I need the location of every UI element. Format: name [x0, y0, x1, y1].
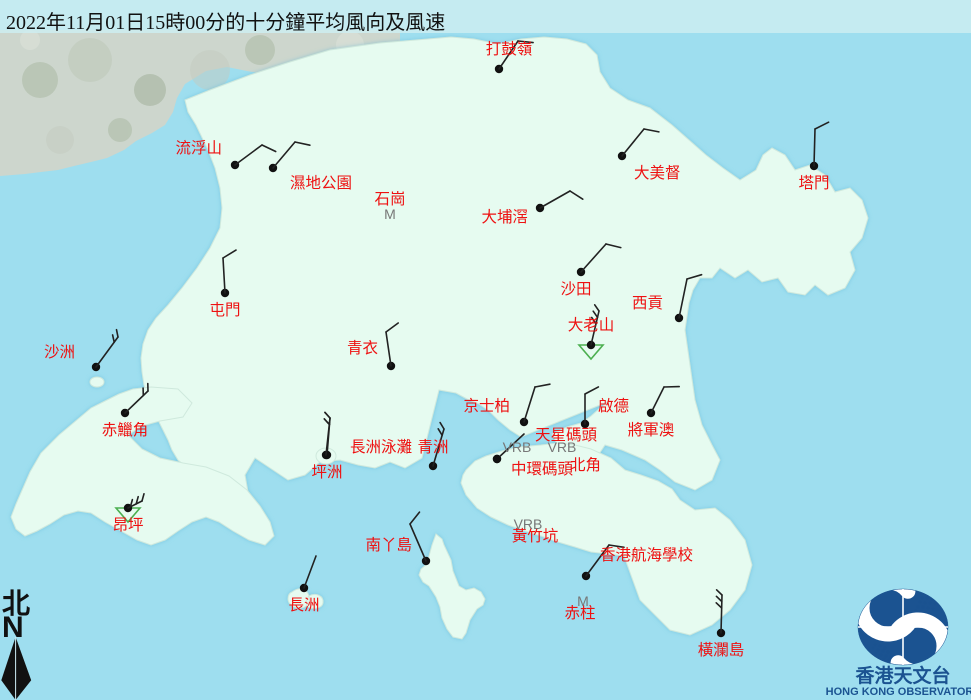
svg-text:青衣: 青衣: [347, 339, 378, 357]
svg-text:橫瀾島: 橫瀾島: [698, 641, 745, 659]
svg-text:VRB: VRB: [503, 439, 532, 455]
svg-text:西貢: 西貢: [632, 295, 663, 312]
svg-text:青洲: 青洲: [417, 438, 448, 456]
svg-text:啟德: 啟德: [598, 397, 629, 415]
svg-text:香港天文台: 香港天文台: [854, 664, 950, 687]
svg-text:香港航海學校: 香港航海學校: [600, 545, 693, 564]
svg-text:坪洲: 坪洲: [311, 463, 342, 481]
svg-text:大埔滘: 大埔滘: [481, 208, 528, 226]
svg-text:北角: 北角: [570, 456, 601, 474]
svg-text:N: N: [2, 611, 24, 644]
svg-text:VRB: VRB: [548, 439, 577, 455]
svg-text:打鼓嶺: 打鼓嶺: [486, 40, 533, 58]
svg-text:赤鱲角: 赤鱲角: [102, 421, 149, 439]
svg-text:長洲: 長洲: [288, 597, 319, 614]
svg-text:京士柏: 京士柏: [463, 397, 510, 415]
svg-text:大美督: 大美督: [634, 164, 681, 182]
svg-text:流浮山: 流浮山: [175, 139, 222, 157]
svg-text:中環碼頭: 中環碼頭: [511, 460, 574, 478]
svg-text:VRB: VRB: [514, 516, 543, 532]
svg-text:HONG KONG OBSERVATORY: HONG KONG OBSERVATORY: [826, 686, 971, 698]
svg-text:大老山: 大老山: [568, 316, 615, 334]
svg-text:塔門: 塔門: [798, 174, 829, 192]
svg-text:M: M: [384, 206, 396, 222]
svg-text:沙洲: 沙洲: [44, 344, 75, 361]
svg-text:南丫島: 南丫島: [365, 536, 412, 554]
svg-text:屯門: 屯門: [209, 301, 240, 319]
svg-text:M: M: [577, 593, 589, 609]
svg-text:長洲泳灘: 長洲泳灘: [350, 438, 412, 456]
svg-text:沙田: 沙田: [560, 281, 591, 298]
svg-text:濕地公園: 濕地公園: [290, 174, 352, 192]
svg-text:昂坪: 昂坪: [112, 516, 143, 534]
svg-text:將軍澳: 將軍澳: [628, 421, 675, 439]
